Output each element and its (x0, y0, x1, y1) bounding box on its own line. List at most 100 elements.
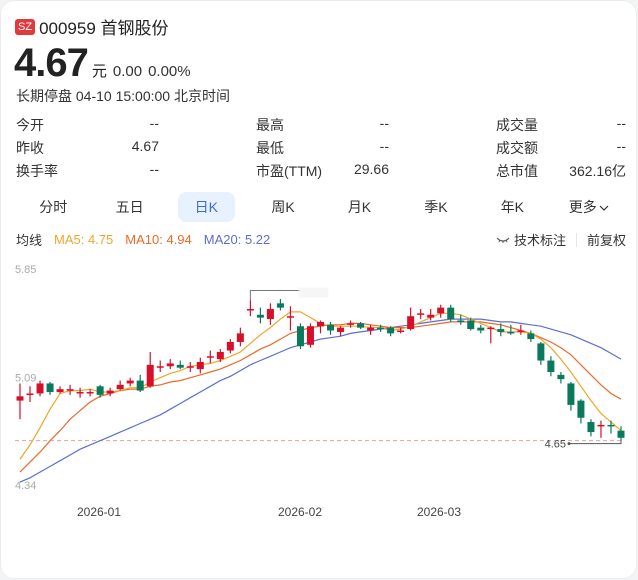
stat-item: 最高-- (256, 115, 496, 135)
candle (577, 399, 584, 423)
adjust-button[interactable]: 前复权 (587, 230, 626, 249)
stats-row: 今开--最高--成交量-- (16, 113, 626, 136)
candle (127, 378, 134, 387)
candle (187, 362, 194, 372)
candle (107, 388, 114, 397)
tab-4[interactable]: 月K (321, 192, 397, 222)
candle (477, 325, 484, 334)
stat-label: 成交额 (496, 138, 538, 158)
candle (417, 309, 424, 319)
ma5-value: MA5: 4.75 (54, 232, 113, 247)
tab-label: 日K (195, 199, 218, 215)
tab-7[interactable]: 更多 (551, 192, 627, 222)
candle (237, 328, 244, 347)
tab-2[interactable]: 日K (178, 192, 235, 222)
candle (557, 372, 564, 383)
stat-value: -- (617, 115, 626, 135)
ma20-value: MA20: 5.22 (204, 232, 271, 247)
tab-6[interactable]: 年K (474, 192, 550, 222)
candle (177, 361, 184, 370)
x-axis-label: 2026-01 (77, 505, 121, 519)
candle (117, 381, 124, 391)
chart-options: 技术标注 前复权 (496, 230, 626, 249)
stat-item: 昨收4.67 (16, 138, 256, 158)
candle (47, 382, 54, 395)
stat-item: 换手率 -- (16, 161, 256, 181)
candle (267, 303, 274, 324)
period-tabs: 分时 五日 日K 周K 月K季K年K 更多 (15, 192, 627, 222)
trading-status: 长期停盘 04-10 15:00:00 北京时间 (16, 86, 230, 106)
chevron-down-icon (599, 204, 609, 212)
stat-label: 换手率 (16, 161, 58, 181)
candle (137, 375, 144, 392)
y-axis-label: 5.09 (15, 373, 36, 385)
candle (607, 421, 614, 434)
ma-label: 均线 (16, 230, 42, 249)
candle (37, 381, 44, 397)
candle (437, 305, 444, 318)
candle (327, 322, 334, 335)
candle (547, 356, 554, 376)
current-price: 4.67 (14, 41, 88, 86)
price-row: 4.67 元 0.00 0.00% (14, 41, 191, 86)
candle (147, 352, 154, 388)
tab-label: 五日 (116, 199, 144, 215)
stat-value: -- (617, 138, 626, 158)
candle (537, 342, 544, 365)
candle (287, 306, 294, 330)
divider (576, 233, 577, 247)
kline-chart[interactable]: 5.855.094.344.652026-012026-022026-03 (1, 251, 638, 531)
stat-value: -- (380, 115, 389, 135)
tab-0[interactable]: 分时 (15, 192, 91, 222)
stat-item: 市盈(TTM) 29.66 (256, 161, 496, 181)
ma20-line (20, 319, 621, 482)
stat-item: 最低 -- (256, 138, 496, 158)
price-unit: 元 (92, 60, 107, 81)
candle (247, 300, 254, 316)
tech-annotation-label: 技术标注 (514, 230, 566, 249)
tab-1[interactable]: 五日 (91, 192, 167, 222)
candle (567, 382, 574, 411)
candle (307, 323, 314, 347)
tech-annotation-button[interactable]: 技术标注 (496, 230, 566, 249)
stat-value: 29.66 (354, 161, 389, 181)
candle (67, 385, 74, 395)
candle (487, 326, 494, 343)
candle (257, 308, 264, 324)
stock-title[interactable]: 000959 首钢股份 (39, 14, 168, 39)
candle (407, 308, 414, 331)
stat-label: 成交量 (496, 115, 538, 135)
stat-value: -- (380, 138, 389, 158)
stat-item: 总市值362.16亿 (496, 161, 626, 181)
stat-label: 今开 (16, 115, 44, 135)
price-change-pct: 0.00% (148, 63, 191, 80)
tab-5[interactable]: 季K (398, 192, 474, 222)
candle (27, 386, 34, 402)
candle (297, 323, 304, 349)
stat-value: 4.67 (132, 138, 159, 158)
stat-label: 总市值 (496, 161, 538, 181)
ma-legend: 均线 MA5: 4.75 MA10: 4.94 MA20: 5.22 技术标注 … (16, 230, 626, 249)
stat-label: 市盈(TTM) (256, 161, 322, 181)
candle (507, 325, 514, 335)
tab-label: 周K (271, 199, 294, 215)
tab-3[interactable]: 周K (245, 192, 321, 222)
candle (17, 383, 24, 419)
ma10-value: MA10: 4.94 (125, 232, 192, 247)
tab-label: 分时 (39, 199, 67, 215)
stock-title-row: SZ 000959 首钢股份 (15, 14, 169, 39)
candle (387, 326, 394, 336)
stat-value: -- (150, 161, 159, 181)
min-marker-label: 4.65 (545, 439, 566, 451)
stat-item: 成交额 -- (496, 138, 626, 158)
candle (157, 361, 164, 372)
tab-label: 更多 (569, 199, 597, 215)
y-axis-label: 5.85 (15, 264, 36, 276)
y-axis-label: 4.34 (15, 480, 36, 492)
candle (277, 299, 284, 310)
eye-icon (496, 236, 510, 244)
stat-label: 最低 (256, 138, 284, 158)
candle (77, 388, 84, 398)
candle (587, 419, 594, 436)
stat-value: -- (150, 115, 159, 135)
